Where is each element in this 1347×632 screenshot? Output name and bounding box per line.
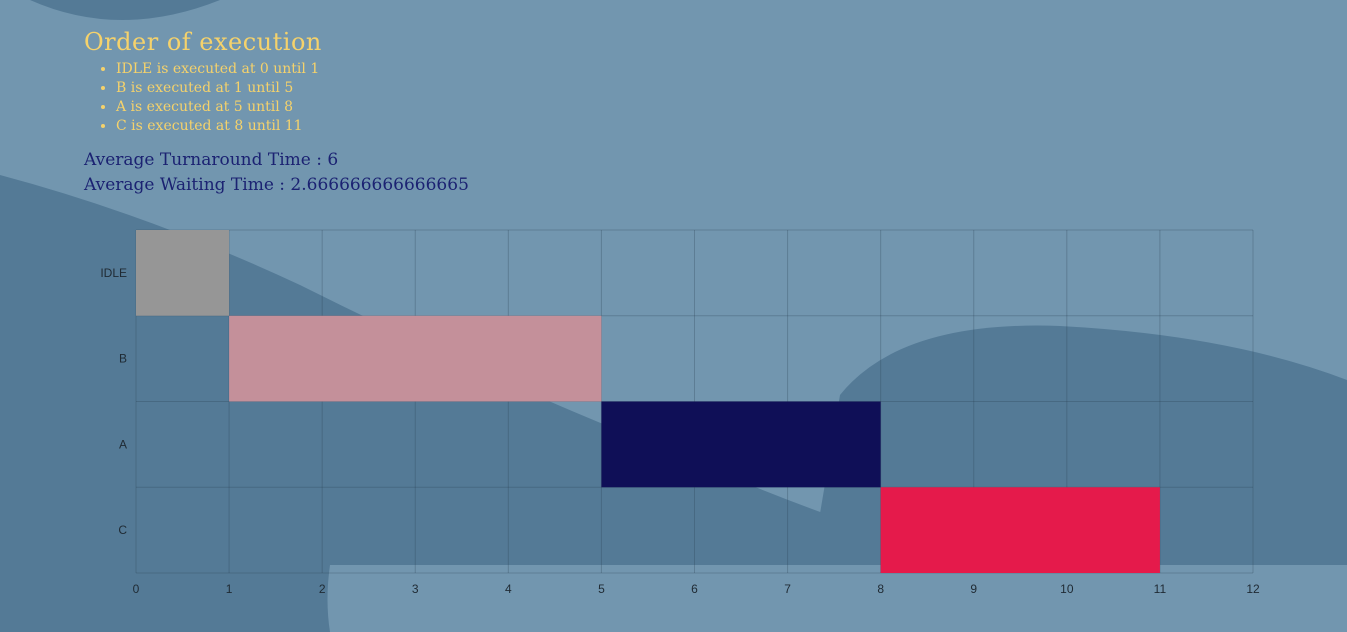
bar-a: [601, 401, 881, 488]
x-tick-label: 12: [1246, 582, 1260, 596]
x-tick-label: 6: [691, 582, 698, 596]
y-tick-label: A: [119, 437, 127, 451]
y-tick-label: IDLE: [100, 266, 127, 280]
x-tick-label: 0: [133, 582, 140, 596]
x-tick-label: 7: [784, 582, 791, 596]
bar-idle: [136, 230, 230, 316]
x-tick-label: 2: [319, 582, 326, 596]
x-tick-label: 10: [1060, 582, 1074, 596]
x-tick-label: 3: [412, 582, 419, 596]
list-item: B is executed at 1 until 5: [116, 79, 469, 98]
y-tick-label: B: [119, 352, 127, 366]
x-tick-label: 11: [1154, 582, 1167, 596]
order-list: IDLE is executed at 0 until 1 B is execu…: [84, 60, 469, 136]
order-heading: Order of execution: [84, 28, 322, 56]
x-tick-label: 8: [877, 582, 884, 596]
x-axis-labels: 0 1 2 3 4 5 6 7 8 9 10 11 12: [133, 582, 1260, 596]
x-tick-label: 5: [598, 582, 605, 596]
x-tick-label: 9: [970, 582, 977, 596]
bar-b: [229, 315, 602, 402]
list-item: IDLE is executed at 0 until 1: [116, 60, 469, 79]
stats: Average Turnaround Time : 6 Average Wait…: [84, 148, 469, 198]
summary-panel: Order of execution IDLE is executed at 0…: [84, 28, 469, 198]
x-tick-label: 1: [226, 582, 233, 596]
list-item: A is executed at 5 until 8: [116, 98, 469, 117]
list-item: C is executed at 8 until 11: [116, 117, 469, 136]
y-axis-labels: IDLE B A C: [100, 266, 127, 537]
avg-turnaround: Average Turnaround Time : 6: [84, 150, 339, 170]
y-tick-label: C: [118, 523, 127, 537]
chart-bars: [136, 230, 1160, 573]
bar-c: [880, 487, 1160, 573]
x-tick-label: 4: [505, 582, 512, 596]
avg-waiting: Average Waiting Time : 2.666666666666665: [84, 175, 469, 195]
